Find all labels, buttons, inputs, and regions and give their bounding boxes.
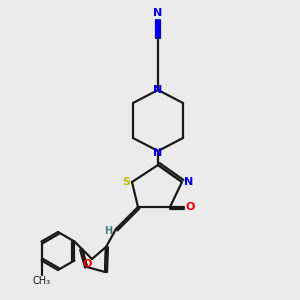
Text: CH₃: CH₃ xyxy=(32,277,51,286)
Text: S: S xyxy=(122,177,130,187)
Text: O: O xyxy=(185,202,195,212)
Text: N: N xyxy=(184,177,194,187)
Text: N: N xyxy=(153,8,163,18)
Text: N: N xyxy=(153,85,163,95)
Text: H: H xyxy=(104,226,112,236)
Text: O: O xyxy=(82,259,92,269)
Text: N: N xyxy=(153,148,163,158)
